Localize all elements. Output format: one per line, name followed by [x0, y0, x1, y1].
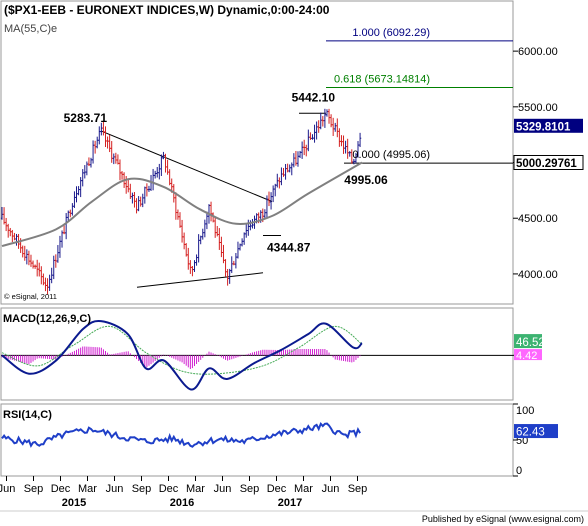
x-month-label: Mar [186, 483, 205, 495]
ma-value-badge-border [513, 154, 584, 170]
ma-value-badge-bg [514, 155, 583, 170]
x-month-label: Jun [106, 483, 124, 495]
price-y-tick-label: 5500.00 [518, 102, 558, 114]
fib-level-label: 0.618 (5673.14814) [334, 74, 430, 86]
rsi-badge-bg [514, 424, 558, 439]
price-y-tick-label: 4000.00 [518, 269, 558, 281]
labels-layer: 4000.004500.005000.005500.006000.00JunSe… [0, 27, 584, 509]
x-month-label: Dec [267, 483, 287, 495]
price-panel-frame [0, 0, 514, 305]
macd-badge-bg [514, 334, 542, 349]
trendline [100, 130, 273, 202]
price-annotation: 4995.06 [344, 173, 388, 187]
trendline [136, 272, 264, 288]
x-year-label: 2016 [170, 497, 194, 509]
macd-panel-frame [0, 307, 514, 401]
x-month-label: Sep [24, 483, 44, 495]
ma-line [1, 161, 363, 248]
rsi-y-tick-label: 0 [516, 465, 522, 477]
ma-label: MA(55,C)e [4, 23, 57, 35]
macd-hist-badge: 4.42 [516, 350, 537, 362]
x-month-label: Mar [78, 483, 97, 495]
x-year-label: 2017 [278, 497, 302, 509]
x-month-label: Mar [294, 483, 313, 495]
rsi-y-tick-label: 100 [516, 405, 534, 417]
x-month-label: Dec [51, 483, 71, 495]
rsi-line [1, 421, 361, 448]
rsi-value-badge: 62.43 [516, 427, 545, 439]
x-month-label: Jun [0, 483, 15, 495]
price-annotation: 5283.71 [64, 111, 108, 125]
x-month-label: Jun [322, 483, 340, 495]
fib-level-label: 0.000 (4995.06) [352, 149, 430, 161]
copyright-label: © eSignal, 2011 [4, 292, 57, 301]
rsi-title: RSI(14,C) [3, 409, 52, 421]
x-month-label: Dec [159, 483, 179, 495]
macd-histogram [1, 346, 361, 369]
ma-value-badge: 5000.29761 [516, 158, 577, 170]
macd-line [1, 319, 363, 391]
price-y-tick-label: 6000.00 [518, 46, 558, 58]
macd-signal-line [1, 325, 363, 375]
trendlines-layer [1, 40, 513, 356]
price-y-tick-label: 4500.00 [518, 213, 558, 225]
macd-hist-badge-bg [514, 349, 542, 361]
macd-title: MACD(12,26,9,C) [3, 313, 91, 325]
last-price-badge: 5329.8101 [516, 121, 571, 133]
x-month-label: Jun [214, 483, 232, 495]
fib-level-label: 1.000 (6092.29) [352, 27, 430, 39]
published-label: Published by eSignal (www.esignal.com) [422, 514, 584, 524]
chart-title: ($PX1-EEB - EURONEXT INDICES,W) Dynamic,… [4, 3, 330, 17]
price-annotation: 4344.87 [267, 241, 311, 255]
x-month-label: Sep [348, 483, 368, 495]
price-annotation: 5442.10 [292, 90, 336, 104]
x-month-label: Sep [240, 483, 260, 495]
x-month-label: Sep [132, 483, 152, 495]
macd-value-badge: 46.52 [516, 337, 545, 349]
price-candles [0, 108, 362, 295]
x-year-label: 2015 [62, 497, 86, 509]
last-price-badge-bg [514, 118, 583, 133]
axis-ticks-layer [6, 50, 518, 481]
